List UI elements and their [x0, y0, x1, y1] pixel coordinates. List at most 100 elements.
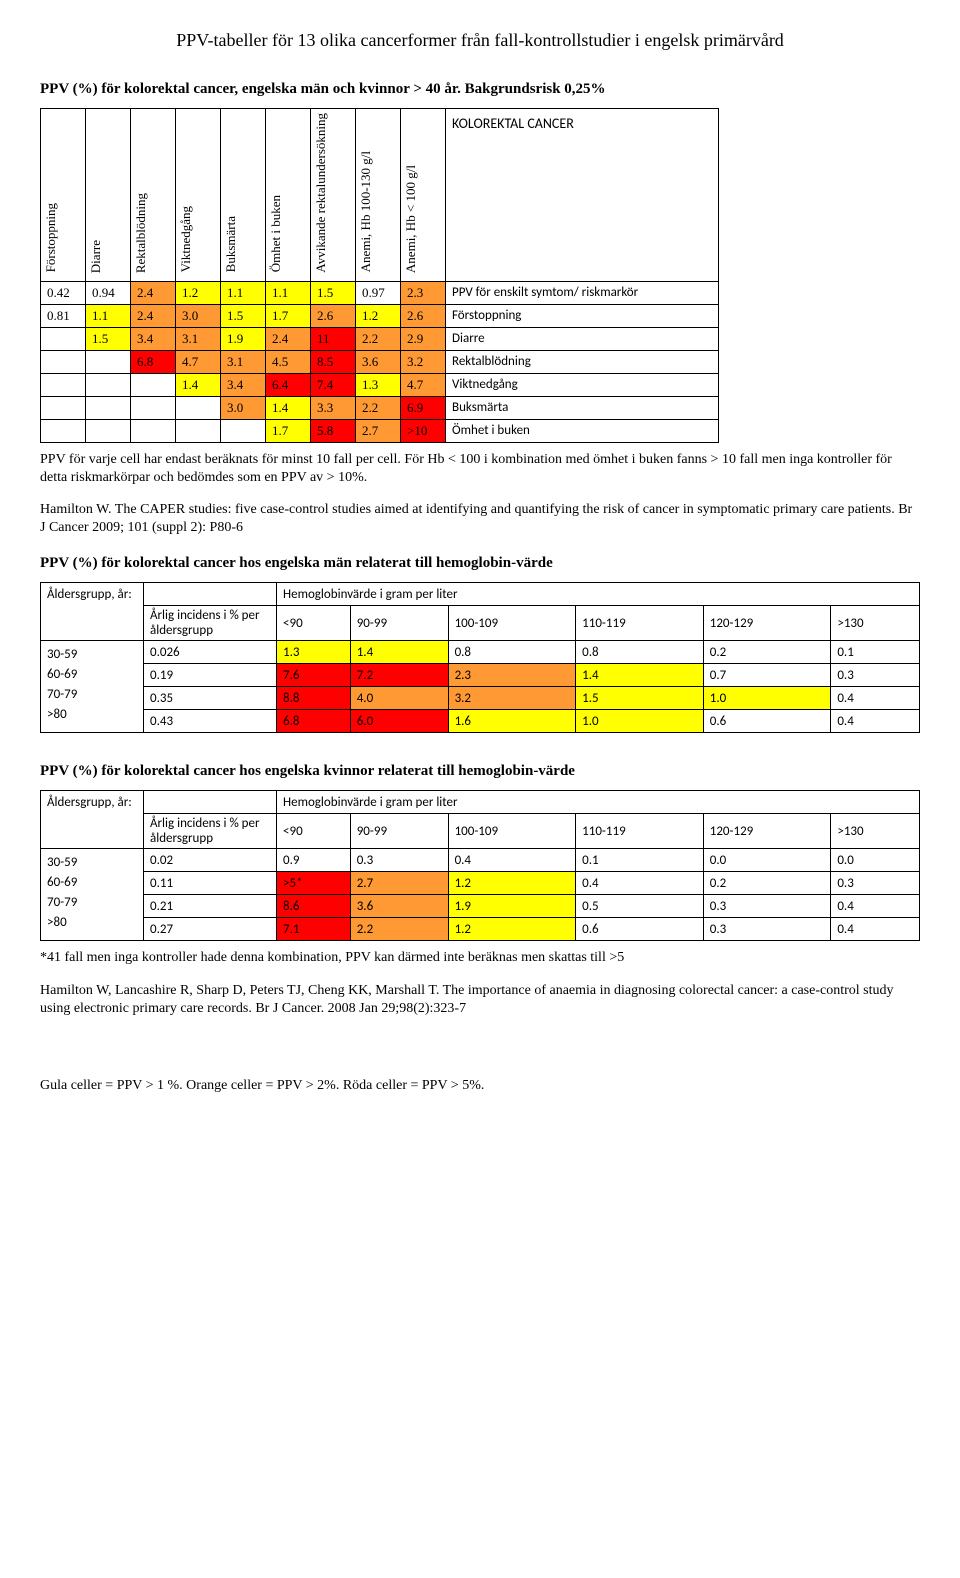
ppv-cell: 1.4 [266, 396, 311, 419]
hb-cell: 4.0 [350, 687, 448, 710]
ppv-row-label: PPV för enskilt symtom/ riskmarkör [446, 281, 719, 304]
ppv-cell [131, 419, 176, 442]
ppv-cell [41, 327, 86, 350]
age-group-header: Åldersgrupp, år: [41, 583, 144, 641]
ppv-col-header: Anemi, Hb < 100 g/l [401, 109, 446, 282]
ppv-cell: 2.2 [356, 396, 401, 419]
incidence-cell: 0.026 [144, 641, 277, 664]
section3-note: *41 fall men inga kontroller hade denna … [40, 949, 920, 967]
ppv-cell: 3.3 [311, 396, 356, 419]
hb-cell: 0.0 [703, 849, 831, 872]
hb-cell: 0.6 [703, 710, 831, 733]
hb-cell: 1.4 [350, 641, 448, 664]
ppv-cell: 1.2 [356, 304, 401, 327]
ppv-cell [176, 419, 221, 442]
hb-table-men: Åldersgrupp, år:Hemoglobinvärde i gram p… [40, 582, 920, 733]
ppv-cell: 0.94 [86, 281, 131, 304]
ppv-cell: 1.9 [221, 327, 266, 350]
hb-cell: 0.8 [448, 641, 576, 664]
ppv-cell: 2.4 [266, 327, 311, 350]
cancer-label: KOLOREKTAL CANCER [446, 109, 719, 282]
ppv-cell: 6.9 [401, 396, 446, 419]
hb-cell: 1.4 [576, 664, 704, 687]
ppv-cell: 1.1 [221, 281, 266, 304]
hb-cell: 8.6 [277, 895, 351, 918]
ppv-cell: 7.4 [311, 373, 356, 396]
ppv-cell: 2.4 [131, 281, 176, 304]
hb-cell: 0.6 [576, 918, 704, 941]
ppv-cell [221, 419, 266, 442]
ppv-col-header: Anemi, Hb 100-130 g/l [356, 109, 401, 282]
ppv-cell [86, 350, 131, 373]
hb-cell: 0.3 [831, 872, 920, 895]
ppv-cell: 1.5 [311, 281, 356, 304]
hb-cell: 1.0 [576, 710, 704, 733]
footer-legend: Gula celler = PPV > 1 %. Orange celler =… [40, 1078, 920, 1094]
ppv-cell: 3.1 [221, 350, 266, 373]
ppv-cell: 2.3 [401, 281, 446, 304]
ppv-cell: 1.4 [176, 373, 221, 396]
hb-cell: 0.0 [831, 849, 920, 872]
hb-col-header: <90 [277, 606, 351, 641]
ppv-col-header: Avvikande rektalundersökning [311, 109, 356, 282]
incidence-cell: 0.11 [144, 872, 277, 895]
section1-title: PPV (%) för kolorektal cancer, engelska … [40, 81, 920, 98]
age-group-header: Åldersgrupp, år: [41, 791, 144, 849]
hb-col-header: 90-99 [350, 606, 448, 641]
section2-title: PPV (%) för kolorektal cancer hos engels… [40, 555, 920, 572]
ppv-cell: 1.7 [266, 419, 311, 442]
ppv-cell: 4.5 [266, 350, 311, 373]
ppv-cell [41, 419, 86, 442]
hb-col-header: 100-109 [448, 814, 576, 849]
hb-cell: 0.4 [448, 849, 576, 872]
ppv-cell [41, 373, 86, 396]
hb-cell: 0.2 [703, 641, 831, 664]
hb-cell: 1.6 [448, 710, 576, 733]
hb-cell: 7.6 [277, 664, 351, 687]
ppv-col-header: Förstoppning [41, 109, 86, 282]
ppv-row-label: Buksmärta [446, 396, 719, 419]
ppv-col-header: Buksmärta [221, 109, 266, 282]
section1-note: PPV för varje cell har endast beräknats … [40, 451, 920, 487]
ppv-row-label: Rektalblödning [446, 350, 719, 373]
hb-cell: 1.3 [277, 641, 351, 664]
hb-col-header: 120-129 [703, 606, 831, 641]
hb-cell: 0.4 [576, 872, 704, 895]
hb-cell: 0.1 [576, 849, 704, 872]
hb-cell: 1.5 [576, 687, 704, 710]
hb-cell: 0.3 [350, 849, 448, 872]
hb-col-header: 100-109 [448, 606, 576, 641]
hb-cell: >5* [277, 872, 351, 895]
incidence-cell: 0.02 [144, 849, 277, 872]
hb-cell: 0.3 [703, 895, 831, 918]
ppv-cell: 8.5 [311, 350, 356, 373]
ppv-cell [86, 396, 131, 419]
ppv-cell: 3.1 [176, 327, 221, 350]
hb-cell: 0.2 [703, 872, 831, 895]
incidence-cell: 0.21 [144, 895, 277, 918]
hb-col-header: 90-99 [350, 814, 448, 849]
ppv-cell: 3.0 [221, 396, 266, 419]
hb-cell: 0.4 [831, 710, 920, 733]
hb-cell: 1.2 [448, 918, 576, 941]
ppv-col-header: Rektalblödning [131, 109, 176, 282]
ppv-cell: 3.4 [131, 327, 176, 350]
page-title: PPV-tabeller för 13 olika cancerformer f… [40, 30, 920, 51]
ppv-cell: 1.5 [86, 327, 131, 350]
hb-cell: 0.4 [831, 918, 920, 941]
ppv-cell: 2.9 [401, 327, 446, 350]
hb-col-header: 120-129 [703, 814, 831, 849]
hb-cell: 0.1 [831, 641, 920, 664]
ppv-cell: 6.8 [131, 350, 176, 373]
ppv-cell: 2.2 [356, 327, 401, 350]
ppv-table: FörstoppningDiarreRektalblödningViktnedg… [40, 108, 719, 443]
ppv-cell: 1.1 [86, 304, 131, 327]
ppv-cell: 0.42 [41, 281, 86, 304]
ppv-row-label: Viktnedgång [446, 373, 719, 396]
ppv-cell [41, 396, 86, 419]
hb-cell: 3.6 [350, 895, 448, 918]
ppv-row-label: Ömhet i buken [446, 419, 719, 442]
incidence-cell: 0.19 [144, 664, 277, 687]
hb-cell: 1.9 [448, 895, 576, 918]
hb-col-header: >130 [831, 814, 920, 849]
